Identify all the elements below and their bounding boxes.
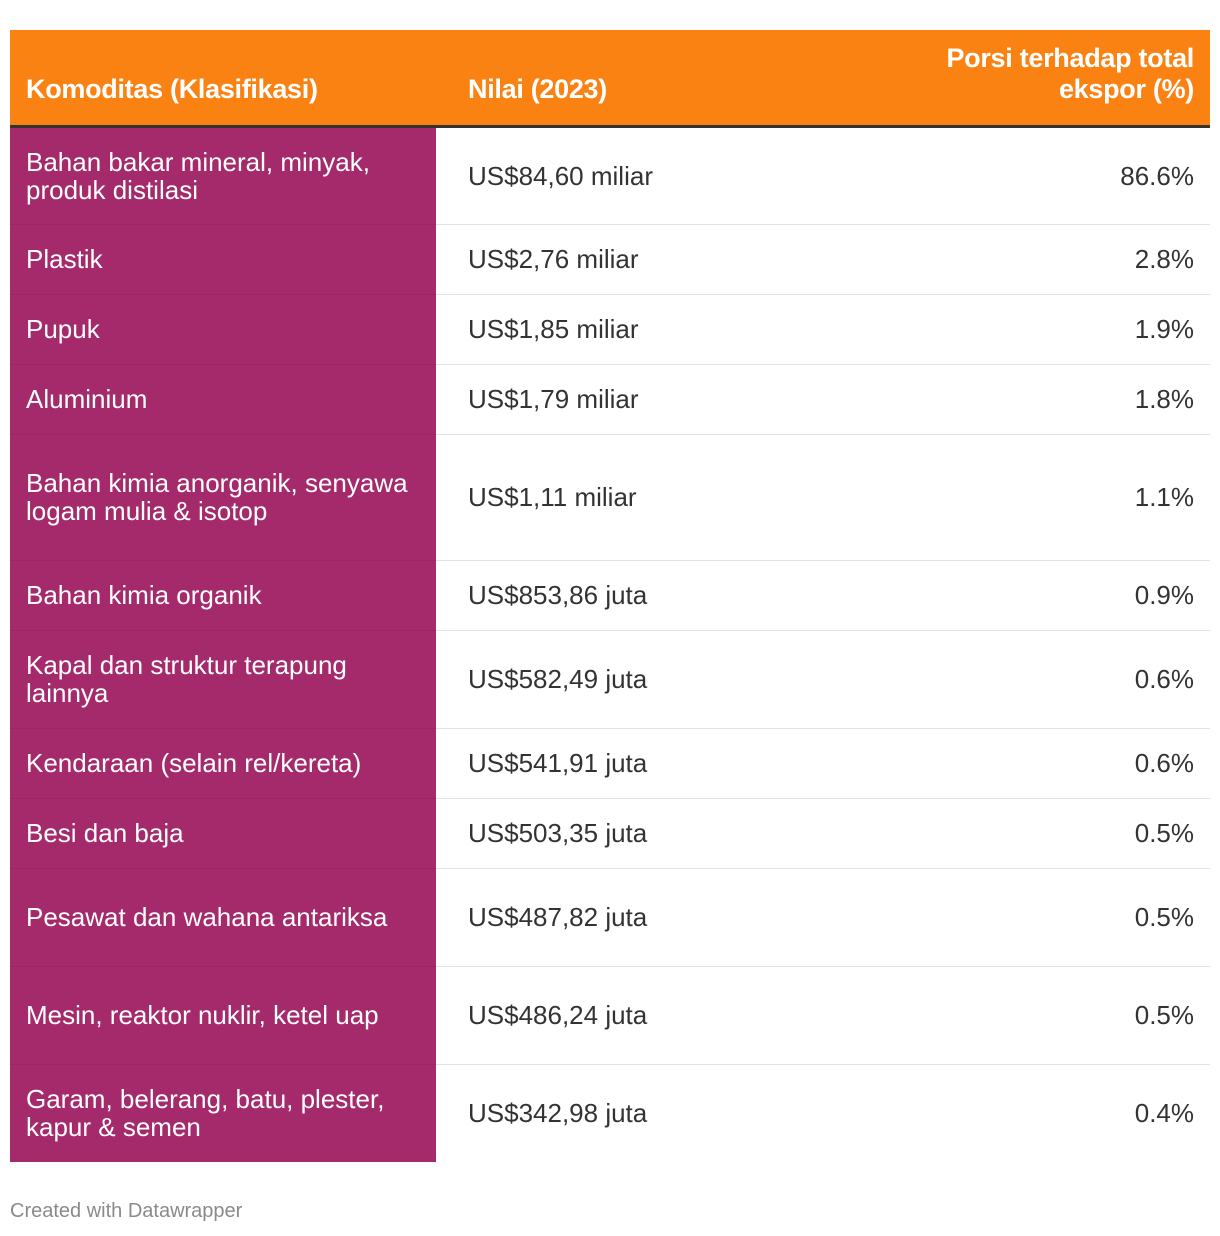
datawrapper-credit-link[interactable]: Created with Datawrapper (10, 1200, 243, 1222)
commodity-cell: Bahan kimia organik (10, 560, 436, 631)
table-header-row: Komoditas (Klasifikasi) Nilai (2023) Por… (10, 30, 1210, 128)
table-row: Pesawat dan wahana antariksa US$487,82 j… (10, 868, 1210, 967)
value-cell: US$486,24 juta (436, 966, 860, 1065)
commodity-cell: Bahan kimia anorganik, senyawa logam mul… (10, 434, 436, 561)
value-cell: US$1,85 miliar (436, 294, 860, 365)
export-commodity-table: Komoditas (Klasifikasi) Nilai (2023) Por… (10, 30, 1210, 1162)
value-cell: US$1,11 miliar (436, 434, 860, 561)
column-header-commodity[interactable]: Komoditas (Klasifikasi) (10, 30, 436, 128)
commodity-cell: Besi dan baja (10, 798, 436, 869)
table-row: Bahan bakar mineral, minyak, produk dist… (10, 126, 1210, 225)
share-cell: 0.5% (860, 966, 1210, 1065)
commodity-cell: Pesawat dan wahana antariksa (10, 868, 436, 967)
data-table-container: Komoditas (Klasifikasi) Nilai (2023) Por… (10, 30, 1210, 1162)
table-row: Bahan kimia organik US$853,86 juta 0.9% (10, 560, 1210, 631)
table-row: Bahan kimia anorganik, senyawa logam mul… (10, 434, 1210, 561)
value-cell: US$2,76 miliar (436, 224, 860, 295)
column-header-share[interactable]: Porsi terhadap total ekspor (%) (860, 30, 1210, 128)
value-cell: US$853,86 juta (436, 560, 860, 631)
value-cell: US$342,98 juta (468, 1098, 648, 1129)
table-row: Kapal dan struktur terapung lainnya US$5… (10, 630, 1210, 729)
table-row: Besi dan baja US$503,35 juta 0.5% (10, 798, 1210, 869)
value-cell: US$84,60 miliar (436, 126, 860, 225)
table-row: Garam, belerang, batu, plester, kapur & … (10, 1064, 1210, 1162)
table-row: Plastik US$2,76 miliar 2.8% (10, 224, 1210, 295)
share-cell: 0.4% (1134, 1098, 1194, 1129)
commodity-cell: Kendaraan (selain rel/kereta) (10, 728, 436, 799)
table-row: Mesin, reaktor nuklir, ketel uap US$486,… (10, 966, 1210, 1065)
commodity-cell: Plastik (10, 224, 436, 295)
share-cell: 0.6% (860, 630, 1210, 729)
share-cell: 2.8% (860, 224, 1210, 295)
share-cell: 86.6% (860, 126, 1210, 225)
share-cell: 1.1% (860, 434, 1210, 561)
share-cell: 0.5% (860, 868, 1210, 967)
share-cell: 1.9% (860, 294, 1210, 365)
value-cell: US$582,49 juta (436, 630, 860, 729)
table-row: Pupuk US$1,85 miliar 1.9% (10, 294, 1210, 365)
value-cell: US$487,82 juta (436, 868, 860, 967)
value-cell: US$503,35 juta (436, 798, 860, 869)
commodity-cell: Pupuk (10, 294, 436, 365)
commodity-cell: Aluminium (10, 364, 436, 435)
table-row: Kendaraan (selain rel/kereta) US$541,91 … (10, 728, 1210, 799)
column-header-value[interactable]: Nilai (2023) (436, 30, 860, 128)
commodity-cell: Bahan bakar mineral, minyak, produk dist… (10, 126, 436, 225)
share-cell: 0.9% (860, 560, 1210, 631)
commodity-cell: Garam, belerang, batu, plester, kapur & … (10, 1064, 436, 1162)
commodity-cell: Mesin, reaktor nuklir, ketel uap (10, 966, 436, 1065)
share-cell: 1.8% (860, 364, 1210, 435)
share-cell: 0.6% (860, 728, 1210, 799)
table-row: Aluminium US$1,79 miliar 1.8% (10, 364, 1210, 435)
share-cell: 0.5% (860, 798, 1210, 869)
commodity-cell: Kapal dan struktur terapung lainnya (10, 630, 436, 729)
value-cell: US$541,91 juta (436, 728, 860, 799)
value-cell: US$1,79 miliar (436, 364, 860, 435)
